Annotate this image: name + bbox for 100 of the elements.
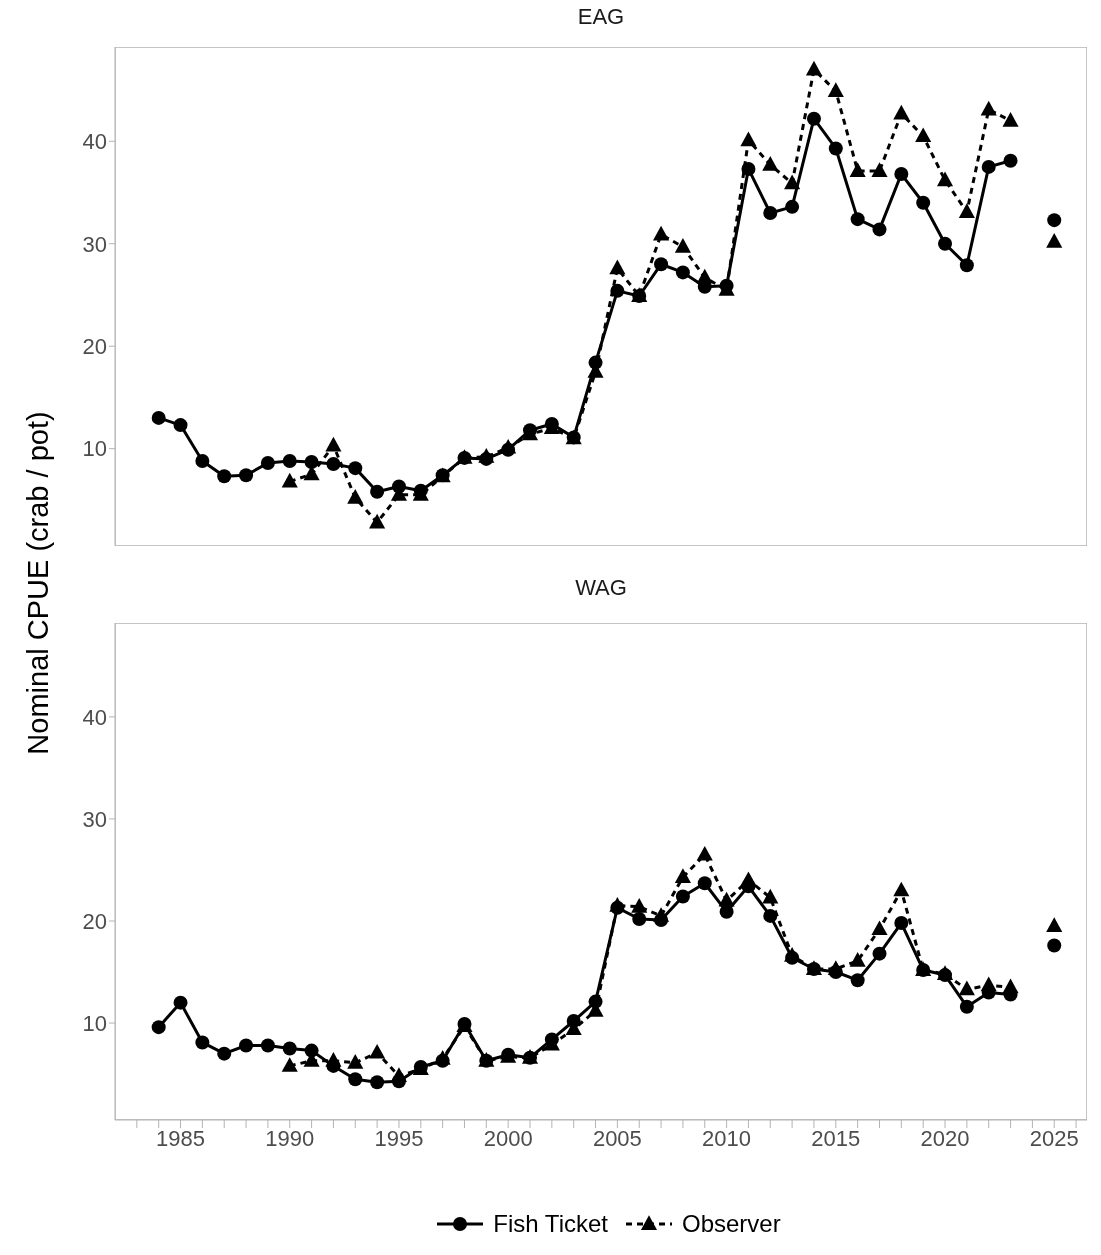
point <box>173 995 188 1010</box>
x-tick-label: 2000 <box>483 1125 533 1151</box>
point <box>762 888 779 904</box>
point <box>282 453 297 468</box>
point <box>282 1041 297 1056</box>
x-tick-label: 1995 <box>374 1125 424 1151</box>
point <box>1046 232 1063 248</box>
point <box>654 257 669 272</box>
point <box>959 258 974 273</box>
x-tick-label: 2020 <box>920 1125 970 1151</box>
point <box>347 489 364 504</box>
point <box>696 268 713 284</box>
point <box>151 410 166 425</box>
legend-label: Observer <box>682 1210 781 1238</box>
point <box>653 907 670 922</box>
point <box>1003 153 1018 168</box>
point <box>239 468 254 483</box>
point <box>981 159 996 174</box>
point <box>980 100 997 116</box>
point <box>805 60 823 76</box>
point <box>762 156 779 171</box>
point <box>696 845 713 861</box>
point <box>217 469 232 484</box>
point <box>871 162 888 177</box>
y-tick-label: 30 <box>82 806 107 832</box>
point <box>763 205 778 220</box>
point <box>936 171 954 187</box>
point <box>763 908 778 923</box>
point <box>347 1054 364 1069</box>
point <box>631 897 648 913</box>
point <box>260 1038 275 1053</box>
y-tick-label: 20 <box>82 334 107 360</box>
point <box>785 199 800 214</box>
chart-title: WAG <box>574 575 628 601</box>
point <box>653 225 670 241</box>
point <box>304 454 319 469</box>
x-tick-label: 2015 <box>811 1125 861 1151</box>
point <box>958 980 975 996</box>
point <box>369 513 386 529</box>
point <box>718 891 735 907</box>
point <box>938 236 953 251</box>
point <box>958 203 975 218</box>
point <box>872 946 887 961</box>
point <box>195 1035 210 1050</box>
point <box>849 162 866 177</box>
point <box>370 1075 385 1090</box>
point <box>610 283 625 298</box>
point <box>893 104 910 120</box>
y-axis-title: Nominal CPUE (crab / pot) <box>21 411 55 755</box>
point <box>1047 938 1062 953</box>
point <box>195 453 210 468</box>
point <box>281 472 298 488</box>
point <box>850 212 865 227</box>
y-tick-label: 20 <box>82 908 107 934</box>
y-tick-label: 40 <box>82 704 107 730</box>
point <box>915 127 932 143</box>
point <box>916 195 931 210</box>
point <box>894 916 909 931</box>
point <box>239 1038 254 1053</box>
point <box>151 1020 166 1035</box>
chart-title: EAG <box>576 4 626 30</box>
point <box>325 1052 342 1067</box>
point <box>674 238 691 253</box>
point <box>872 222 887 237</box>
point <box>697 876 712 891</box>
point <box>741 161 756 176</box>
point <box>173 418 188 433</box>
point <box>1002 112 1019 127</box>
point <box>784 174 801 190</box>
y-tick-label: 40 <box>82 129 107 155</box>
point <box>674 868 691 884</box>
point <box>281 1057 298 1072</box>
point <box>326 457 341 472</box>
point <box>1047 213 1062 228</box>
y-tick-label: 10 <box>82 436 107 462</box>
point <box>217 1046 232 1061</box>
point <box>959 999 974 1014</box>
point <box>740 871 757 887</box>
point <box>369 1043 386 1059</box>
point <box>260 456 275 470</box>
point <box>609 259 626 275</box>
point <box>893 881 910 897</box>
point <box>325 436 342 452</box>
point <box>740 131 757 147</box>
point <box>348 1072 363 1087</box>
point <box>348 461 363 476</box>
point <box>1002 978 1019 994</box>
point <box>894 167 909 182</box>
legend-label: Fish Ticket <box>493 1210 608 1238</box>
x-tick-label: 2010 <box>702 1125 752 1151</box>
y-tick-label: 30 <box>82 231 107 257</box>
point <box>675 889 690 904</box>
point <box>675 265 690 280</box>
x-tick-label: 2005 <box>592 1125 642 1151</box>
point <box>370 484 385 499</box>
point <box>806 111 821 126</box>
point <box>850 973 865 988</box>
point <box>632 911 647 926</box>
point <box>827 82 844 98</box>
point <box>1046 917 1063 933</box>
